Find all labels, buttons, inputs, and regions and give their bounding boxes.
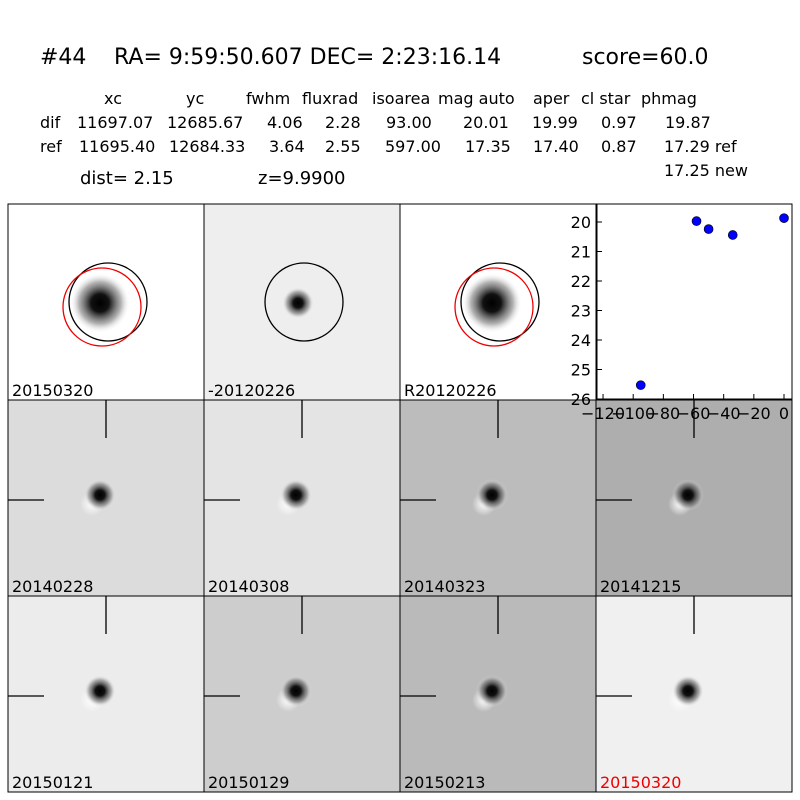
aperture xyxy=(68,262,148,342)
score: score=60.0 xyxy=(582,45,709,70)
x-tick-label: −60 xyxy=(677,404,711,423)
x-tick-label: −20 xyxy=(737,404,771,423)
source xyxy=(84,675,116,707)
panel-label: 20140228 xyxy=(12,577,93,596)
point xyxy=(727,230,738,240)
table-cell: 11695.40 xyxy=(79,137,155,156)
x-tick-label: −40 xyxy=(707,404,741,423)
table-cell: 12685.67 xyxy=(167,113,243,132)
y-tick-label: 20 xyxy=(571,213,591,232)
aperture xyxy=(264,262,344,342)
x-tick-label: −120 xyxy=(581,404,625,423)
table-note: 17.25 new xyxy=(664,161,748,180)
panel-label: 20150213 xyxy=(404,773,485,792)
panel-label: 20150320 xyxy=(600,773,681,792)
plot-area xyxy=(596,203,793,400)
table-cell: 597.00 xyxy=(385,137,441,156)
column-header: cl star xyxy=(581,89,631,108)
table-cell: 17.40 xyxy=(533,137,579,156)
y-tick-label: 22 xyxy=(571,272,591,291)
table-cell: 2.55 xyxy=(325,137,361,156)
panel-label: R20120226 xyxy=(404,381,497,400)
source xyxy=(476,479,508,511)
panel-label: 20150129 xyxy=(208,773,289,792)
panel-label: 20150121 xyxy=(12,773,93,792)
panel-label: 20141215 xyxy=(600,577,681,596)
table-cell: 19.87 xyxy=(665,113,711,132)
column-header: phmag xyxy=(641,89,697,108)
column-header: mag auto xyxy=(438,89,515,108)
aperture xyxy=(460,262,540,342)
source xyxy=(672,479,704,511)
table-cell: 4.06 xyxy=(267,113,303,132)
column-header: xc xyxy=(104,89,122,108)
table-cell: 93.00 xyxy=(386,113,432,132)
table-cell: ref xyxy=(40,137,62,156)
source xyxy=(84,479,116,511)
source xyxy=(282,287,314,319)
table-cell: 3.64 xyxy=(269,137,305,156)
source xyxy=(70,273,130,333)
redshift: z=9.9900 xyxy=(258,168,346,189)
table-cell: 2.28 xyxy=(325,113,361,132)
x-tick-label: 0 xyxy=(779,404,789,423)
source xyxy=(476,675,508,707)
point xyxy=(635,380,646,390)
y-tick-label: 21 xyxy=(571,242,591,261)
table-cell: 17.29 ref xyxy=(664,137,737,156)
y-tick-label: 25 xyxy=(571,360,591,379)
column-header: aper xyxy=(533,89,570,108)
table-cell: 0.97 xyxy=(601,113,637,132)
column-header: isoarea xyxy=(372,89,430,108)
table-cell: 20.01 xyxy=(463,113,509,132)
column-header: fwhm xyxy=(246,89,290,108)
source xyxy=(280,479,312,511)
source xyxy=(462,273,522,333)
light-curve: 20 21 22 23 24 25 26−120−100−80−60−40−20 0 xyxy=(571,203,793,423)
coordinates: RA= 9:59:50.607 DEC= 2:23:16.14 xyxy=(114,45,501,70)
candidate-id: #44 xyxy=(40,45,86,70)
panel-grid: 20150320 -20120226 R20120226 20140228 201403… xyxy=(7,203,793,793)
panel-label: 20150320 xyxy=(12,381,93,400)
panel-label: 20140323 xyxy=(404,577,485,596)
table-cell: 17.35 xyxy=(465,137,511,156)
dist: dist= 2.15 xyxy=(80,168,174,189)
point xyxy=(691,216,702,226)
table-cell: 19.99 xyxy=(532,113,578,132)
y-tick-label: 26 xyxy=(571,390,591,409)
y-tick-label: 23 xyxy=(571,301,591,320)
source xyxy=(280,675,312,707)
y-tick-label: 24 xyxy=(571,331,591,350)
table-cell: dif xyxy=(40,113,61,132)
ref-aperture xyxy=(62,267,142,347)
x-tick-label: −80 xyxy=(646,404,680,423)
panel-label: -20120226 xyxy=(208,381,295,400)
ref-aperture xyxy=(454,267,534,347)
x-tick-label: −100 xyxy=(611,404,655,423)
source xyxy=(672,675,704,707)
panel-label: 20140308 xyxy=(208,577,289,596)
table-cell: 11697.07 xyxy=(77,113,153,132)
column-header: fluxrad xyxy=(302,89,358,108)
table-cell: 12684.33 xyxy=(169,137,245,156)
point xyxy=(703,224,714,234)
column-header: yc xyxy=(186,89,204,108)
point xyxy=(779,213,789,223)
table-cell: 0.87 xyxy=(601,137,637,156)
